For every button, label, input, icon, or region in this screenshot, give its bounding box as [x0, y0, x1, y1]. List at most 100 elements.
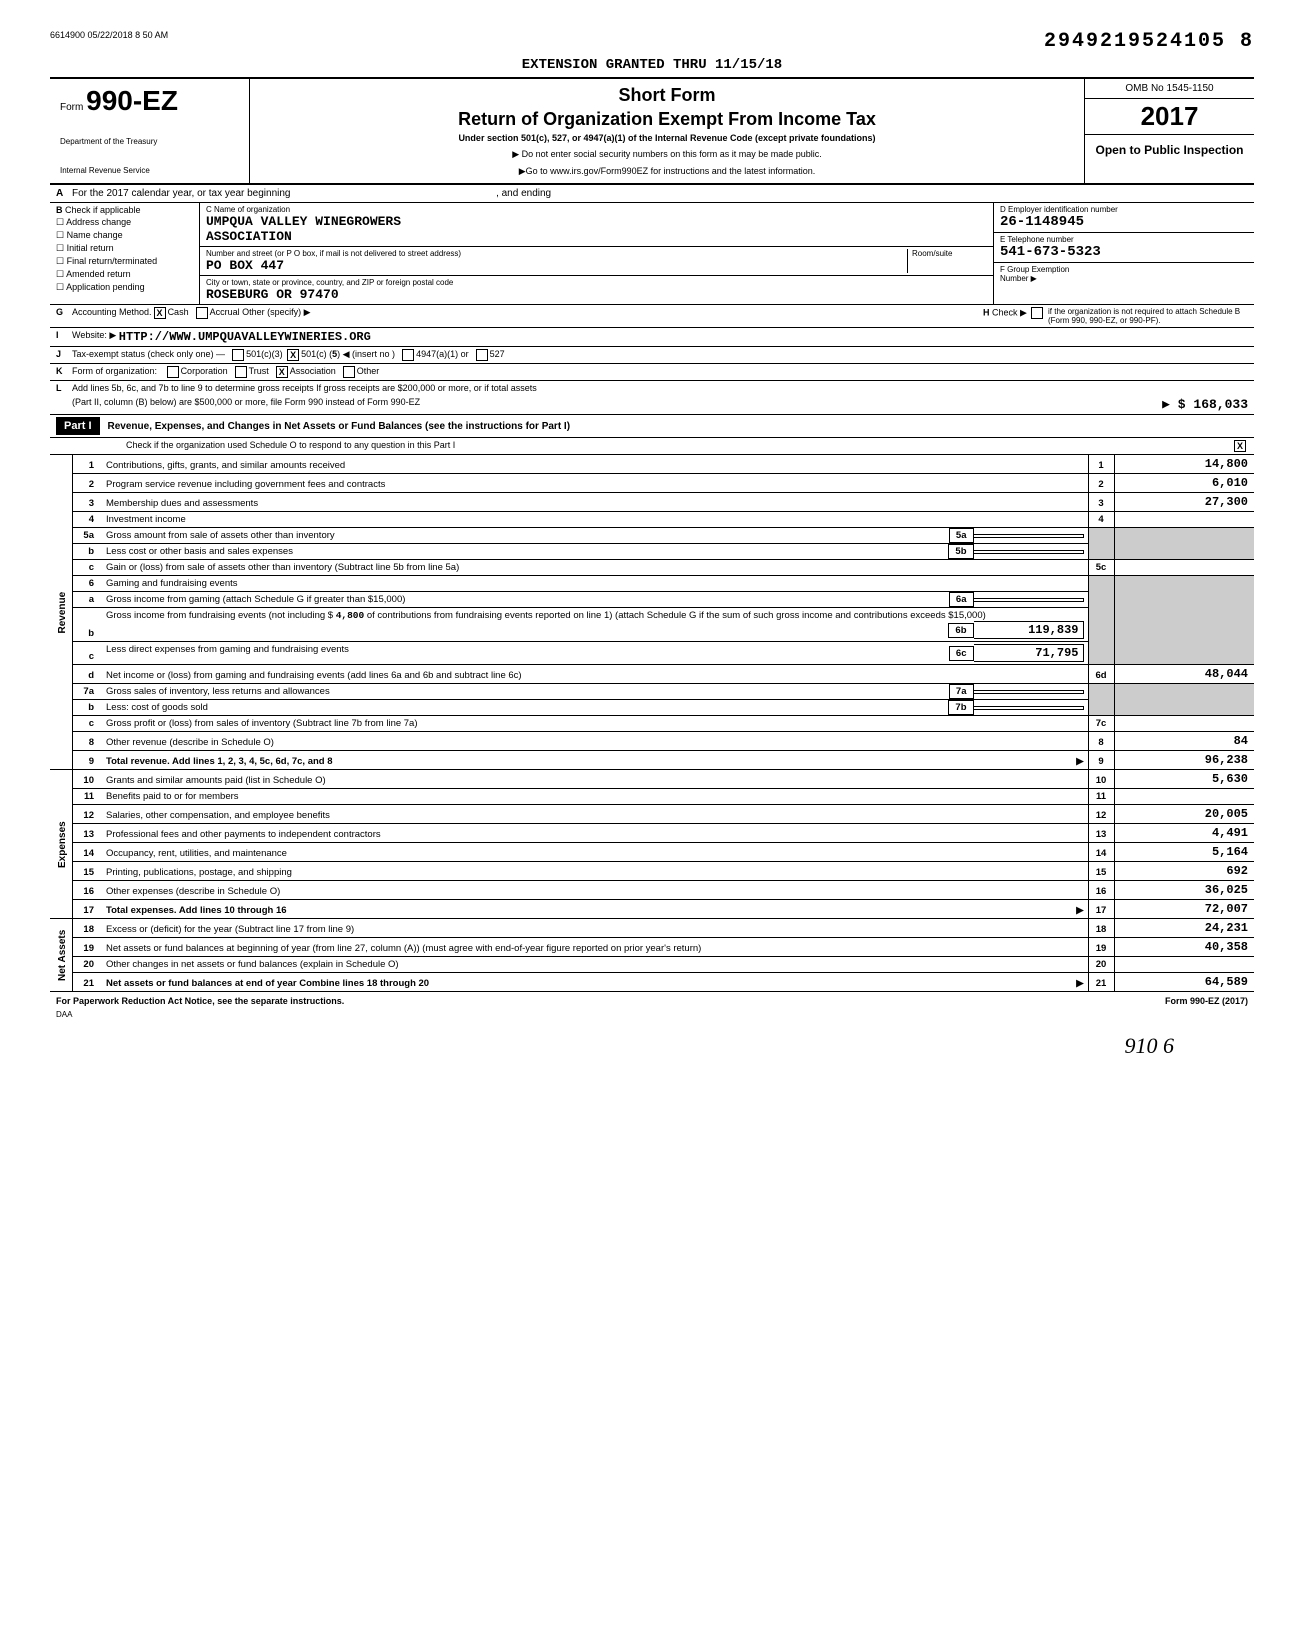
chk-501c3[interactable]: [232, 349, 244, 361]
tax-year: 2017: [1085, 99, 1254, 135]
row-l-text: Add lines 5b, 6c, and 7b to line 9 to de…: [72, 383, 537, 393]
ln5c-rn: 5c: [1088, 560, 1114, 576]
ln6-text: Gaming and fundraising events: [102, 576, 1088, 592]
ln7a-in: 7a: [949, 684, 974, 699]
ln20-amt: [1114, 957, 1254, 973]
ln18-text: Excess or (deficit) for the year (Subtra…: [102, 919, 1088, 938]
ln1-text: Contributions, gifts, grants, and simila…: [102, 455, 1088, 474]
ein: 26-1148945: [1000, 214, 1248, 230]
ln7c-amt: [1114, 716, 1254, 732]
ln3-num: 3: [72, 493, 102, 512]
chk-pending[interactable]: Application pending: [56, 282, 193, 293]
ln20-num: 20: [72, 957, 102, 973]
chk-schedule-o[interactable]: X: [1234, 440, 1246, 452]
chk-scheduleb[interactable]: [1031, 307, 1043, 319]
ln17-text: Total expenses. Add lines 10 through 16: [106, 905, 287, 916]
gross-receipts: 168,033: [1193, 397, 1248, 412]
row-j-text: Tax-exempt status (check only one) —: [72, 349, 225, 361]
ln21-rn: 21: [1088, 973, 1114, 992]
ln14-num: 14: [72, 843, 102, 862]
doc-ref: 6614900 05/22/2018 8 50 AM: [50, 30, 168, 40]
chk-527[interactable]: [476, 349, 488, 361]
e-label: E Telephone number: [1000, 235, 1248, 244]
ln10-rn: 10: [1088, 770, 1114, 789]
chk-trust[interactable]: [235, 366, 247, 378]
ln1-rn: 1: [1088, 455, 1114, 474]
ln11-amt: [1114, 789, 1254, 805]
ln12-text: Salaries, other compensation, and employ…: [102, 805, 1088, 824]
row-i-label: I: [56, 330, 72, 344]
ln2-rn: 2: [1088, 474, 1114, 493]
ln5b-num: b: [72, 544, 102, 560]
chk-4947[interactable]: [402, 349, 414, 361]
chk-amended[interactable]: Amended return: [56, 269, 193, 280]
city-label: City or town, state or province, country…: [206, 278, 987, 287]
chk-final-return[interactable]: Final return/terminated: [56, 256, 193, 267]
ln6b-text2: of contributions from fundraising events…: [367, 610, 986, 621]
short-form-label: Short Form: [262, 85, 1072, 106]
chk-501c[interactable]: X: [287, 349, 299, 361]
ln6a-ia: [974, 598, 1084, 602]
ln3-amt: 27,300: [1114, 493, 1254, 512]
open-public: Open to Public Inspection: [1085, 135, 1254, 165]
ln7a-ia: [974, 690, 1084, 694]
ln16-rn: 16: [1088, 881, 1114, 900]
ln9-num: 9: [72, 751, 102, 770]
ln15-amt: 692: [1114, 862, 1254, 881]
ln10-text: Grants and similar amounts paid (list in…: [102, 770, 1088, 789]
row-k-text: Form of organization:: [72, 366, 157, 378]
barcode-number: 2949219524105 8: [1044, 30, 1254, 53]
ln6b-in: 6b: [948, 623, 973, 638]
ln17-amt: 72,007: [1114, 900, 1254, 919]
ln2-text: Program service revenue including govern…: [102, 474, 1088, 493]
ln6d-num: d: [72, 665, 102, 684]
d-label: D Employer identification number: [1000, 205, 1248, 214]
row-g-text: Accounting Method.: [72, 307, 152, 325]
ln21-num: 21: [72, 973, 102, 992]
chk-assoc[interactable]: X: [276, 366, 288, 378]
ln1-amt: 14,800: [1114, 455, 1254, 474]
main-title: Return of Organization Exempt From Incom…: [262, 109, 1072, 130]
ln8-rn: 8: [1088, 732, 1114, 751]
ln6d-amt: 48,044: [1114, 665, 1254, 684]
ln20-rn: 20: [1088, 957, 1114, 973]
ln15-num: 15: [72, 862, 102, 881]
ln7c-text: Gross profit or (loss) from sales of inv…: [102, 716, 1088, 732]
daa: DAA: [50, 1010, 1254, 1019]
chk-accrual[interactable]: [196, 307, 208, 319]
ln5a-text: Gross amount from sale of assets other t…: [106, 530, 335, 541]
ln4-num: 4: [72, 512, 102, 528]
room-label: Room/suite: [912, 249, 987, 258]
ln3-text: Membership dues and assessments: [102, 493, 1088, 512]
f-number: Number ▶: [1000, 274, 1248, 283]
chk-address-change[interactable]: Address change: [56, 217, 193, 228]
ln9-amt: 96,238: [1114, 751, 1254, 770]
revenue-label: Revenue: [50, 455, 72, 770]
ln6-num: 6: [72, 576, 102, 592]
addr-label: Number and street (or P O box, if mail i…: [206, 249, 907, 258]
chk-other[interactable]: [343, 366, 355, 378]
ln5b-in: 5b: [948, 544, 973, 559]
ln4-amt: [1114, 512, 1254, 528]
chk-corp[interactable]: [167, 366, 179, 378]
row-h-check: Check ▶: [992, 307, 1027, 317]
ln9-rn: 9: [1088, 751, 1114, 770]
ln7c-rn: 7c: [1088, 716, 1114, 732]
ln2-amt: 6,010: [1114, 474, 1254, 493]
ln21-amt: 64,589: [1114, 973, 1254, 992]
chk-cash[interactable]: X: [154, 307, 166, 319]
ln16-num: 16: [72, 881, 102, 900]
row-a-label: A: [56, 188, 63, 199]
row-i-text: Website: ▶: [72, 330, 116, 344]
warn-url: ▶Go to www.irs.gov/Form990EZ for instruc…: [262, 166, 1072, 177]
ln20-text: Other changes in net assets or fund bala…: [102, 957, 1088, 973]
ln5b-ia: [974, 550, 1084, 554]
ln13-num: 13: [72, 824, 102, 843]
row-h-label: H: [983, 307, 990, 317]
ln7a-text: Gross sales of inventory, less returns a…: [106, 686, 330, 697]
chk-name-change[interactable]: Name change: [56, 230, 193, 241]
chk-initial-return[interactable]: Initial return: [56, 243, 193, 254]
org-name: UMPQUA VALLEY WINEGROWERS: [206, 214, 987, 229]
ln6b-ia: 119,839: [974, 621, 1084, 639]
ln5c-amt: [1114, 560, 1254, 576]
